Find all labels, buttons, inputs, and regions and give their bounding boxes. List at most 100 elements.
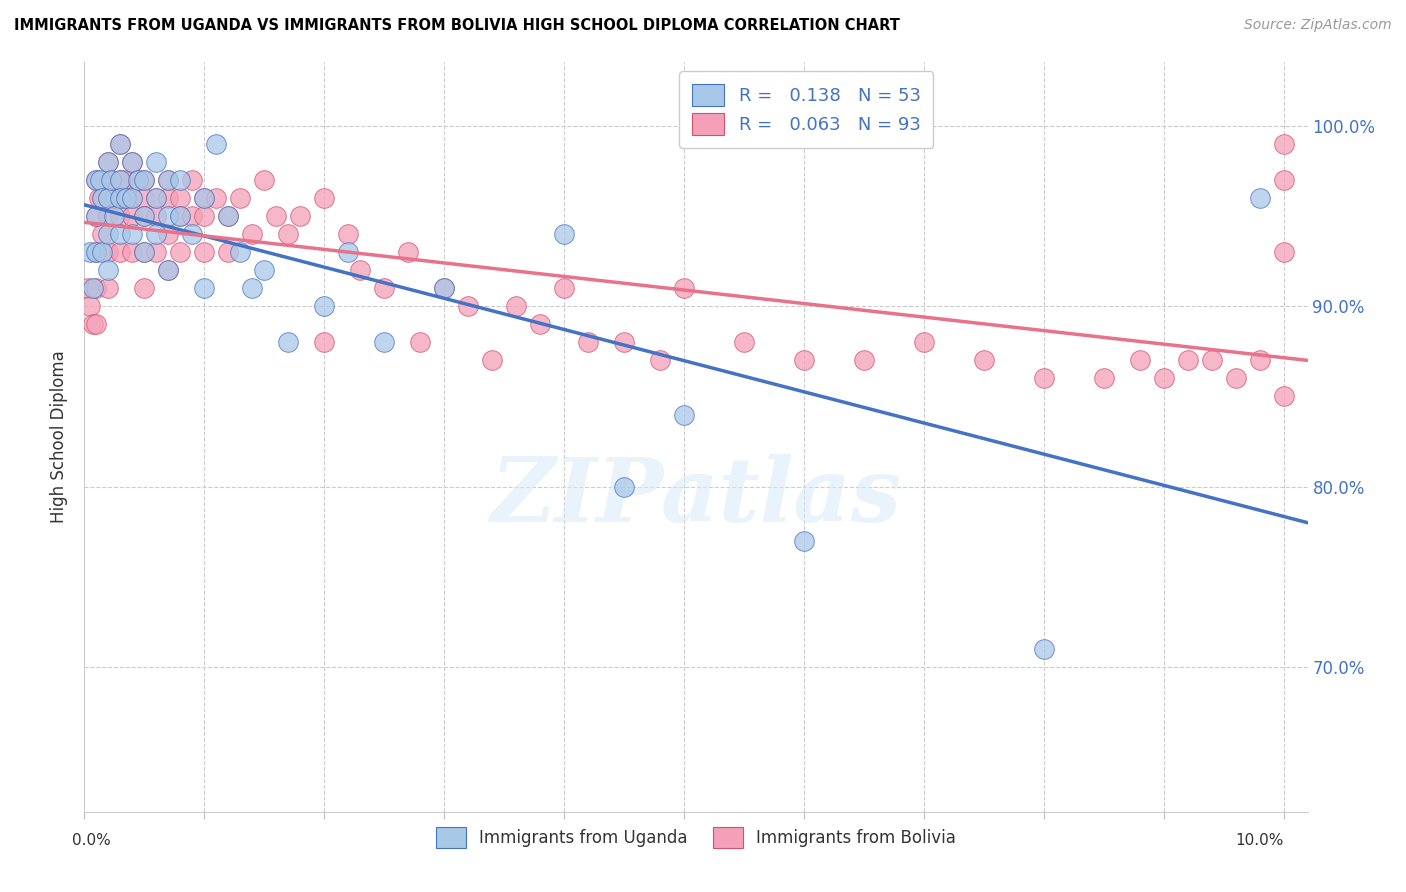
- Point: [121, 245, 143, 260]
- Point: [86, 245, 108, 260]
- Point: [277, 335, 299, 350]
- Point: [91, 191, 114, 205]
- Point: [1249, 191, 1271, 205]
- Point: [91, 191, 114, 205]
- Point: [121, 154, 143, 169]
- Point: [97, 191, 120, 205]
- Point: [110, 191, 132, 205]
- Point: [134, 173, 156, 187]
- Point: [86, 209, 108, 223]
- Point: [912, 335, 935, 350]
- Point: [193, 191, 215, 205]
- Point: [134, 173, 156, 187]
- Point: [157, 191, 180, 205]
- Point: [79, 299, 101, 313]
- Point: [169, 209, 191, 223]
- Point: [134, 209, 156, 223]
- Point: [97, 154, 120, 169]
- Point: [373, 335, 395, 350]
- Point: [672, 281, 695, 295]
- Point: [205, 136, 228, 151]
- Point: [134, 191, 156, 205]
- Point: [91, 227, 114, 241]
- Point: [481, 353, 503, 368]
- Point: [79, 245, 101, 260]
- Point: [97, 281, 120, 295]
- Point: [157, 227, 180, 241]
- Point: [86, 209, 108, 223]
- Point: [127, 173, 149, 187]
- Point: [110, 136, 132, 151]
- Point: [505, 299, 527, 313]
- Point: [91, 245, 114, 260]
- Point: [134, 281, 156, 295]
- Point: [145, 209, 167, 223]
- Point: [134, 245, 156, 260]
- Point: [127, 173, 149, 187]
- Point: [229, 191, 252, 205]
- Point: [433, 281, 456, 295]
- Point: [457, 299, 479, 313]
- Point: [648, 353, 671, 368]
- Point: [264, 209, 287, 223]
- Point: [240, 281, 263, 295]
- Point: [97, 245, 120, 260]
- Point: [217, 209, 239, 223]
- Point: [110, 227, 132, 241]
- Point: [253, 173, 276, 187]
- Point: [87, 191, 110, 205]
- Text: 0.0%: 0.0%: [72, 833, 111, 848]
- Point: [157, 173, 180, 187]
- Point: [553, 227, 575, 241]
- Point: [103, 191, 125, 205]
- Point: [97, 209, 120, 223]
- Point: [97, 191, 120, 205]
- Point: [337, 227, 360, 241]
- Point: [157, 263, 180, 277]
- Point: [733, 335, 755, 350]
- Point: [1201, 353, 1223, 368]
- Point: [193, 191, 215, 205]
- Point: [181, 209, 204, 223]
- Text: ZIPatlas: ZIPatlas: [491, 454, 901, 541]
- Point: [134, 245, 156, 260]
- Point: [1272, 136, 1295, 151]
- Point: [1032, 371, 1054, 385]
- Point: [103, 209, 125, 223]
- Point: [529, 317, 551, 331]
- Point: [373, 281, 395, 295]
- Point: [1225, 371, 1247, 385]
- Point: [110, 173, 132, 187]
- Point: [396, 245, 419, 260]
- Point: [77, 281, 100, 295]
- Point: [100, 173, 122, 187]
- Point: [1032, 642, 1054, 657]
- Point: [100, 173, 122, 187]
- Point: [1272, 173, 1295, 187]
- Point: [110, 173, 132, 187]
- Point: [433, 281, 456, 295]
- Point: [217, 245, 239, 260]
- Y-axis label: High School Diploma: High School Diploma: [51, 351, 69, 524]
- Point: [121, 191, 143, 205]
- Point: [205, 191, 228, 205]
- Point: [97, 227, 120, 241]
- Point: [217, 209, 239, 223]
- Point: [134, 209, 156, 223]
- Point: [86, 245, 108, 260]
- Text: IMMIGRANTS FROM UGANDA VS IMMIGRANTS FROM BOLIVIA HIGH SCHOOL DIPLOMA CORRELATIO: IMMIGRANTS FROM UGANDA VS IMMIGRANTS FRO…: [14, 18, 900, 33]
- Point: [110, 209, 132, 223]
- Point: [86, 173, 108, 187]
- Point: [89, 173, 111, 187]
- Point: [82, 317, 104, 331]
- Point: [613, 480, 636, 494]
- Point: [169, 173, 191, 187]
- Point: [793, 353, 815, 368]
- Point: [110, 191, 132, 205]
- Text: 10.0%: 10.0%: [1236, 833, 1284, 848]
- Point: [86, 173, 108, 187]
- Point: [314, 191, 336, 205]
- Point: [121, 227, 143, 241]
- Point: [576, 335, 599, 350]
- Point: [145, 227, 167, 241]
